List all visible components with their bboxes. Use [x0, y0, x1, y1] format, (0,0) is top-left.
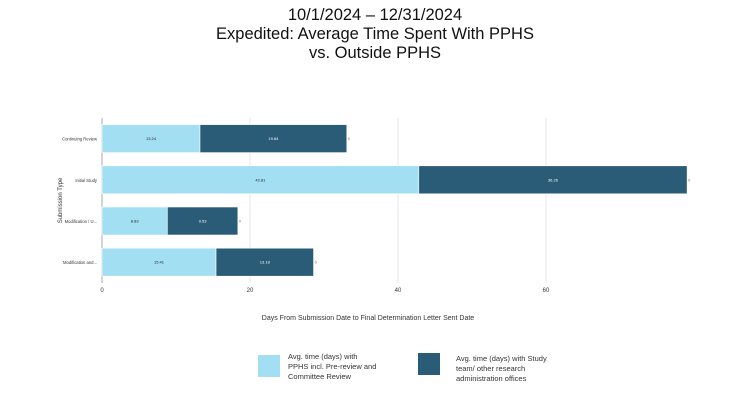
total-marker: 0: [348, 136, 351, 141]
bar-segment: [167, 206, 239, 236]
bar-segment: [101, 247, 217, 277]
chart-title-line-2: Expedited: Average Time Spent With PPHS: [216, 25, 534, 43]
y-tick-label: Modification / U...: [65, 219, 97, 224]
legend-label-study-team: Avg. time (days) with Study team/ other …: [456, 354, 547, 383]
y-tick-label: Modification and...: [63, 260, 97, 265]
legend-swatch-pphs: [258, 355, 280, 377]
legend-label-pphs: Avg. time (days) with PPHS incl. Pre-rev…: [288, 352, 377, 381]
total-marker: 0: [315, 260, 318, 265]
total-marker: 0: [688, 177, 691, 182]
bar-segment: [101, 206, 168, 236]
bar-segment: [418, 165, 688, 195]
x-tick-label: 60: [543, 288, 550, 294]
bar-segment: [215, 247, 314, 277]
y-axis-title: Submission Type: [58, 177, 64, 223]
y-tick-label: Continuing Review: [62, 137, 98, 142]
chart-title-line-1: 10/1/2024 – 12/31/2024: [287, 6, 463, 24]
x-tick-label: 40: [395, 288, 402, 294]
data-label: 19.84: [268, 136, 279, 141]
chart-title-line-3: vs. Outside PPHS: [308, 44, 442, 62]
data-label: 8.83: [131, 219, 140, 224]
bar-segment: [101, 165, 420, 195]
x-tick-label: 0: [100, 288, 104, 294]
bar-segment: [199, 124, 348, 153]
data-label: 9.53: [199, 219, 208, 224]
data-label: 13.18: [260, 260, 271, 265]
data-label: 13.24: [146, 136, 157, 141]
y-tick-label: Initial Study: [75, 178, 98, 183]
x-axis-title: Days From Submission Date to Final Deter…: [262, 315, 475, 322]
legend-swatch-study-team: [418, 353, 440, 375]
x-tick-label: 20: [247, 288, 254, 294]
data-label: 15.41: [154, 260, 165, 265]
data-label: 42.81: [255, 177, 266, 182]
total-marker: 0: [239, 219, 242, 224]
data-label: 36.26: [548, 177, 559, 182]
